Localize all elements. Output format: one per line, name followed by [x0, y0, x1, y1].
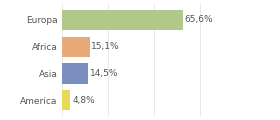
Text: 15,1%: 15,1% — [91, 42, 120, 51]
Bar — [62, 90, 71, 110]
Text: 4,8%: 4,8% — [72, 96, 95, 105]
Bar — [62, 63, 88, 84]
Bar — [62, 10, 183, 30]
Text: 14,5%: 14,5% — [90, 69, 119, 78]
Text: 65,6%: 65,6% — [185, 15, 213, 24]
Bar — [62, 36, 90, 57]
